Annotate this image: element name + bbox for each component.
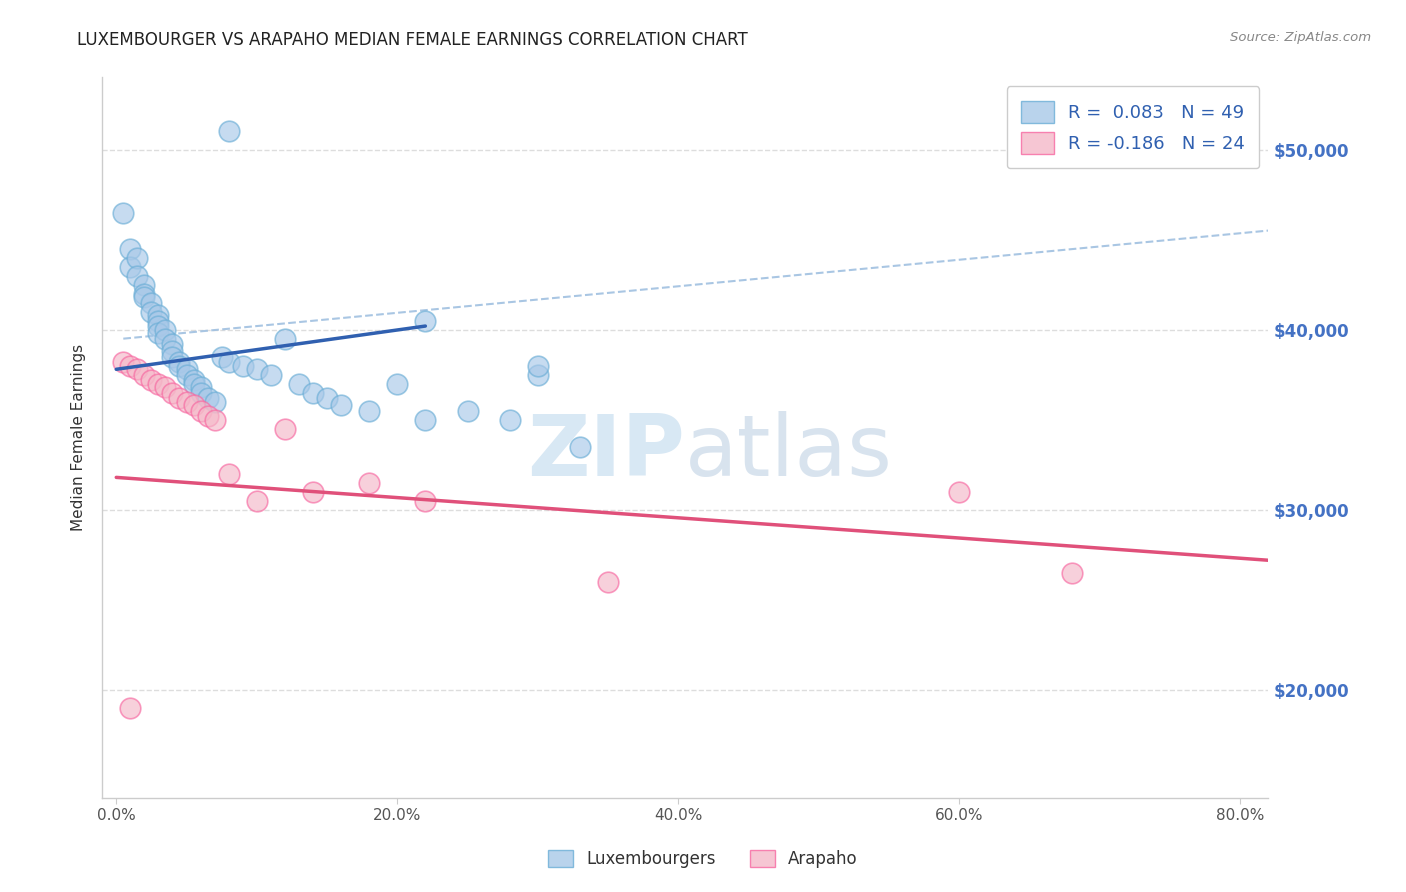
Point	[169, 391, 191, 405]
Point	[148, 308, 170, 322]
Point	[457, 403, 479, 417]
Point	[148, 313, 170, 327]
Point	[155, 380, 177, 394]
Point	[183, 398, 205, 412]
Point	[162, 344, 184, 359]
Point	[246, 362, 269, 376]
Point	[176, 362, 198, 376]
Point	[148, 319, 170, 334]
Point	[260, 368, 283, 382]
Point	[141, 295, 163, 310]
Point	[127, 251, 149, 265]
Point	[183, 376, 205, 391]
Point	[218, 355, 240, 369]
Point	[415, 413, 437, 427]
Point	[288, 376, 311, 391]
Text: Source: ZipAtlas.com: Source: ZipAtlas.com	[1230, 31, 1371, 45]
Point	[155, 332, 177, 346]
Point	[204, 413, 226, 427]
Point	[498, 413, 520, 427]
Legend: Luxembourgers, Arapaho: Luxembourgers, Arapaho	[541, 843, 865, 875]
Point	[176, 368, 198, 382]
Point	[415, 313, 437, 327]
Point	[127, 268, 149, 283]
Point	[127, 362, 149, 376]
Text: atlas: atlas	[685, 410, 893, 493]
Point	[134, 286, 156, 301]
Point	[1060, 566, 1083, 580]
Point	[246, 493, 269, 508]
Point	[204, 394, 226, 409]
Point	[359, 403, 381, 417]
Point	[316, 391, 339, 405]
Point	[162, 337, 184, 351]
Point	[169, 359, 191, 373]
Point	[112, 205, 135, 219]
Point	[387, 376, 409, 391]
Text: ZIP: ZIP	[527, 410, 685, 493]
Point	[190, 385, 212, 400]
Point	[183, 373, 205, 387]
Point	[218, 124, 240, 138]
Point	[526, 359, 548, 373]
Point	[218, 467, 240, 481]
Point	[169, 355, 191, 369]
Point	[302, 484, 325, 499]
Point	[190, 380, 212, 394]
Point	[112, 355, 135, 369]
Point	[211, 350, 233, 364]
Point	[948, 484, 970, 499]
Point	[197, 409, 219, 424]
Text: LUXEMBOURGER VS ARAPAHO MEDIAN FEMALE EARNINGS CORRELATION CHART: LUXEMBOURGER VS ARAPAHO MEDIAN FEMALE EA…	[77, 31, 748, 49]
Point	[155, 323, 177, 337]
Legend: R =  0.083   N = 49, R = -0.186   N = 24: R = 0.083 N = 49, R = -0.186 N = 24	[1007, 87, 1260, 169]
Point	[232, 359, 254, 373]
Point	[190, 403, 212, 417]
Y-axis label: Median Female Earnings: Median Female Earnings	[72, 344, 86, 532]
Point	[302, 385, 325, 400]
Point	[120, 260, 142, 274]
Point	[141, 373, 163, 387]
Point	[359, 475, 381, 490]
Point	[330, 398, 353, 412]
Point	[120, 701, 142, 715]
Point	[148, 376, 170, 391]
Point	[176, 394, 198, 409]
Point	[134, 368, 156, 382]
Point	[162, 350, 184, 364]
Point	[596, 574, 619, 589]
Point	[274, 422, 297, 436]
Point	[134, 277, 156, 292]
Point	[120, 359, 142, 373]
Point	[526, 368, 548, 382]
Point	[120, 242, 142, 256]
Point	[162, 385, 184, 400]
Point	[134, 290, 156, 304]
Point	[148, 326, 170, 341]
Point	[141, 304, 163, 318]
Point	[568, 440, 591, 454]
Point	[274, 332, 297, 346]
Point	[415, 493, 437, 508]
Point	[197, 391, 219, 405]
